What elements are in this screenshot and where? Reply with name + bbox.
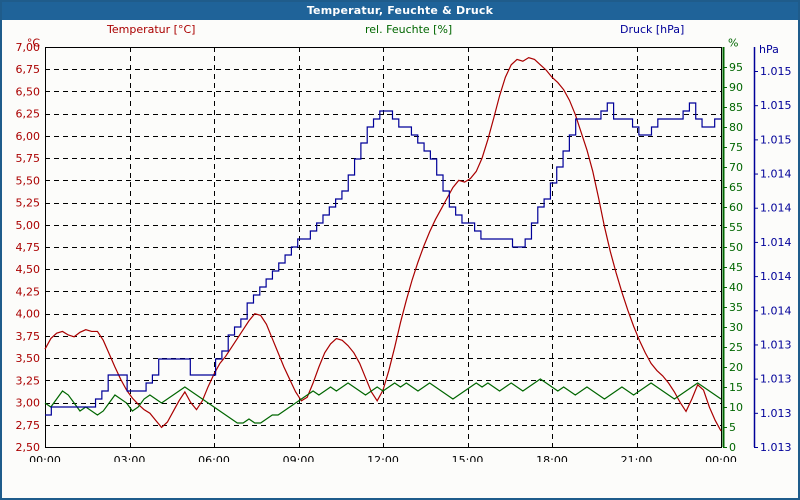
right-outer-axis-tick-label: 1.013 xyxy=(760,441,792,454)
x-axis-labels: 00:0016.02.1303:0016.02.1306:0016.02.130… xyxy=(29,454,737,462)
left-axis-tick-label: 2,75 xyxy=(16,419,41,432)
right-outer-axis-tick-label: 1.014 xyxy=(760,236,792,249)
left-axis-unit: °C xyxy=(27,38,41,50)
right-inner-axis-tick-label: 90 xyxy=(729,81,743,94)
right-inner-axis-tick-label: 15 xyxy=(729,381,743,394)
x-axis-time-label: 03:00 xyxy=(114,454,146,462)
series-line-right_outer xyxy=(45,102,721,416)
series-layer xyxy=(44,57,722,432)
right-inner-axis-unit: % xyxy=(728,38,738,50)
window-title: Temperatur, Feuchte & Druck xyxy=(2,2,798,20)
left-axis-tick-label: 4,25 xyxy=(16,285,41,298)
right-outer-axis-tick-label: 1.013 xyxy=(760,407,792,420)
x-axis-time-label: 21:00 xyxy=(621,454,653,462)
right-outer-axis-tick-label: 1.013 xyxy=(760,338,792,351)
right-outer-axis-tick-label: 1.014 xyxy=(760,270,792,283)
right-inner-axis-tick-label: 65 xyxy=(729,181,743,194)
left-axis-tick-label: 2,50 xyxy=(16,441,41,454)
series-line-left xyxy=(44,57,722,432)
right-outer-axis-tick-label: 1.013 xyxy=(760,373,792,386)
left-axis-tick-label: 5,75 xyxy=(16,152,41,165)
right-inner-axis-tick-label: 10 xyxy=(729,401,743,414)
left-axis-tick-label: 5,00 xyxy=(16,219,41,232)
right-outer-axis-tick-label: 1.014 xyxy=(760,304,792,317)
left-axis-tick-label: 4,50 xyxy=(16,263,41,276)
right-inner-axis-tick-label: 60 xyxy=(729,201,743,214)
right-inner-axis-tick-label: 0 xyxy=(729,441,736,454)
x-axis-time-label: 15:00 xyxy=(452,454,484,462)
right-inner-axis-tick-label: 20 xyxy=(729,361,743,374)
left-axis-tick-label: 3,75 xyxy=(16,330,41,343)
series-line-right_inner xyxy=(44,378,722,424)
left-axis-tick-label: 3,50 xyxy=(16,352,41,365)
left-axis-tick-label: 4,75 xyxy=(16,241,41,254)
left-axis-tick-label: 6,25 xyxy=(16,108,41,121)
right-outer-axis-unit: hPa xyxy=(759,43,779,56)
legend-item-temperature: Temperatur [°C] xyxy=(107,23,196,36)
left-axis-tick-label: 5,25 xyxy=(16,197,41,210)
right-inner-axis-tick-label: 45 xyxy=(729,261,743,274)
right-inner-axis-tick-label: 40 xyxy=(729,281,743,294)
legend-item-pressure: Druck [hPa] xyxy=(620,23,685,36)
right-inner-axis-tick-label: 85 xyxy=(729,101,743,114)
left-axis-tick-label: 6,00 xyxy=(16,130,41,143)
plot-border xyxy=(45,47,722,448)
x-axis-time-label: 06:00 xyxy=(198,454,230,462)
right-inner-axis-tick-label: 5 xyxy=(729,421,736,434)
right-outer-axis-tick-label: 1.015 xyxy=(760,99,792,112)
right-inner-axis-tick-label: 50 xyxy=(729,241,743,254)
left-axis-tick-label: 6,75 xyxy=(16,63,41,76)
right-inner-axis-tick-label: 95 xyxy=(729,61,743,74)
x-axis-time-label: 00:00 xyxy=(705,454,737,462)
left-axis-tick-label: 6,50 xyxy=(16,85,41,98)
plot-frame xyxy=(45,47,722,448)
x-axis-time-label: 00:00 xyxy=(29,454,61,462)
right-inner-axis-tick-label: 55 xyxy=(729,221,743,234)
right-outer-axis-tick-label: 1.015 xyxy=(760,133,792,146)
chart-svg: °C7,00 6,75 6,50 6,25 6,00 5,75 5,50 5,25 5,00 4,… xyxy=(16,38,792,462)
right-inner-axis-tick-label: 35 xyxy=(729,301,743,314)
right-inner-axis-tick-label: 80 xyxy=(729,121,743,134)
left-axis-tick-label: 4,00 xyxy=(16,308,41,321)
x-axis-time-label: 18:00 xyxy=(536,454,568,462)
left-axis-tick-label: 3,25 xyxy=(16,374,41,387)
x-axis-time-label: 09:00 xyxy=(283,454,315,462)
left-axis-tick-label: 3,00 xyxy=(16,397,41,410)
right-outer-axis-tick-label: 1.014 xyxy=(760,168,792,181)
left-axis-tick-label: 5,50 xyxy=(16,174,41,187)
left-axis-tick-label: 7,00 xyxy=(16,41,41,54)
legend-item-humidity: rel. Feuchte [%] xyxy=(365,23,453,36)
right-outer-axis-tick-label: 1.015 xyxy=(760,65,792,78)
right-inner-axis-tick-label: 30 xyxy=(729,321,743,334)
plot-area: °C 7,00 6,75 6,50 6,25 6,00 5,75 5,50 5,25 5,00 4,… xyxy=(2,38,798,462)
right-inner-axis-tick-label: 70 xyxy=(729,161,743,174)
right-inner-axis-tick-label: 75 xyxy=(729,141,743,154)
x-axis-time-label: 12:00 xyxy=(367,454,399,462)
right-inner-axis-tick-label: 25 xyxy=(729,341,743,354)
axis-layer: °C7,00 6,75 6,50 6,25 6,00 5,75 5,50 5,25 5,00 4,… xyxy=(16,38,792,454)
right-outer-axis-tick-label: 1.014 xyxy=(760,202,792,215)
